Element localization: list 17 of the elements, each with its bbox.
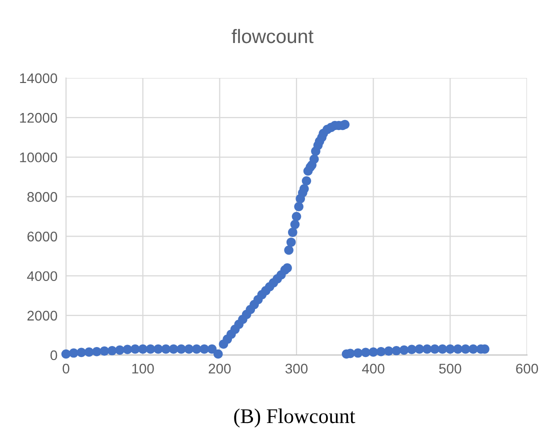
y-tick-label: 6000 [27, 232, 58, 242]
y-tick-label: 10000 [20, 152, 58, 162]
y-tick-label: 8000 [27, 192, 58, 202]
x-tick-label: 300 [285, 364, 308, 374]
y-tick-label: 0 [50, 350, 58, 360]
y-tick-label: 14000 [20, 73, 58, 84]
y-tick-label: 12000 [20, 112, 58, 123]
x-tick-label: 500 [439, 364, 462, 374]
y-tick-label: 2000 [27, 310, 58, 321]
x-tick-label: 200 [208, 364, 231, 374]
x-tick-label: 600 [516, 364, 538, 374]
x-tick-label: 0 [62, 364, 70, 374]
y-tick-label: 4000 [27, 271, 58, 282]
x-tick-label: 100 [132, 364, 154, 374]
text: (B) Flowcount [234, 408, 356, 428]
x-tick-label: 400 [362, 364, 384, 374]
chart-title: flowcount [232, 28, 314, 44]
